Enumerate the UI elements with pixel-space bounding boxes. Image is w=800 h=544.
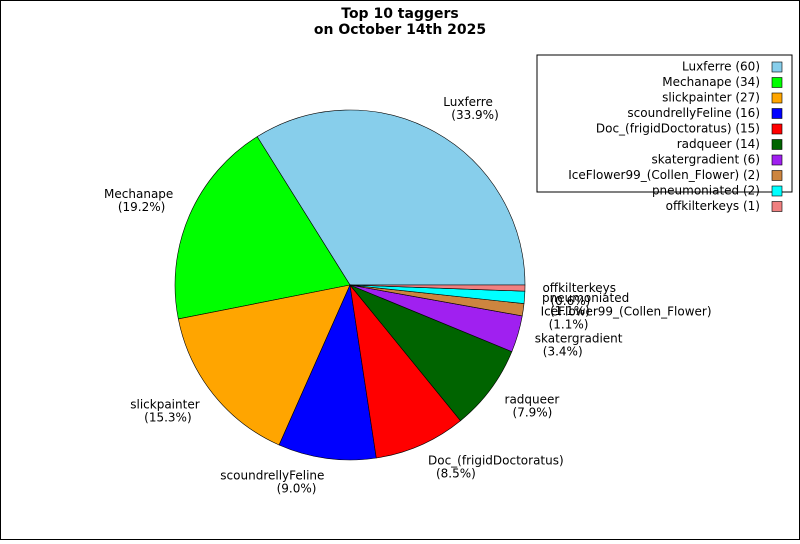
legend-label: pneumoniated (2) xyxy=(652,184,760,198)
slice-label: Mechanape xyxy=(104,187,173,201)
legend-swatch xyxy=(771,185,783,197)
chart-subtitle: on October 14th 2025 xyxy=(314,22,486,38)
slice-label: radqueer xyxy=(505,392,560,406)
legend-label: Luxferre (60) xyxy=(682,60,760,74)
legend-box xyxy=(536,54,793,193)
legend-swatch xyxy=(771,92,783,104)
legend-label: slickpainter (27) xyxy=(662,91,760,105)
slice-percent: (8.5%) xyxy=(436,466,476,480)
legend-swatch xyxy=(771,139,783,150)
slice-percent: (15.3%) xyxy=(144,411,191,425)
slice-percent: (19.2%) xyxy=(118,200,165,214)
pie-slice xyxy=(349,284,526,292)
pie-slice xyxy=(256,109,526,286)
legend-swatch xyxy=(771,108,783,119)
legend-label: skatergradient (6) xyxy=(651,153,760,167)
legend-swatch xyxy=(771,123,783,135)
slice-label: pneumoniated xyxy=(542,291,629,305)
legend-label: Doc_(frigidDoctoratus) (15) xyxy=(596,122,760,136)
slice-percent: (33.9%) xyxy=(451,108,498,122)
legend-label: radqueer (14) xyxy=(677,137,760,151)
legend-swatch xyxy=(771,61,783,73)
slice-percent: (3.4%) xyxy=(543,344,583,358)
slice-percent: (1.1%) xyxy=(549,318,589,332)
legend-label: Mechanape (34) xyxy=(662,75,760,89)
slice-label: IceFlower99_(Collen_Flower) xyxy=(541,305,712,319)
legend-label: IceFlower99_(Collen_Flower) (2) xyxy=(568,168,760,182)
legend-swatch xyxy=(771,201,783,212)
pie-slice xyxy=(349,283,461,459)
pie-slice xyxy=(278,283,377,461)
slice-percent: (7.9%) xyxy=(513,405,553,419)
slice-label: skatergradient xyxy=(535,331,623,345)
slice-label: scoundrellyFeline xyxy=(220,468,324,482)
legend-label: offkilterkeys (1) xyxy=(666,199,760,213)
slice-percent: (9.0%) xyxy=(277,481,317,495)
legend-swatch xyxy=(771,170,783,181)
legend-swatch xyxy=(771,154,783,166)
legend-label: scoundrellyFeline (16) xyxy=(627,106,760,120)
slice-label: Doc_(frigidDoctoratus) xyxy=(428,453,564,467)
slice-percent: (0.6%) xyxy=(550,294,590,308)
chart-title: Top 10 taggers xyxy=(341,6,458,22)
slice-label: slickpainter xyxy=(130,398,199,412)
slice-label: offkilterkeys xyxy=(542,281,616,295)
legend-swatch xyxy=(771,77,783,88)
pie-slice xyxy=(177,284,351,446)
slice-percent: (1.1%) xyxy=(550,304,590,318)
pie-slice xyxy=(174,136,351,320)
slice-label: Luxferre xyxy=(443,95,493,109)
